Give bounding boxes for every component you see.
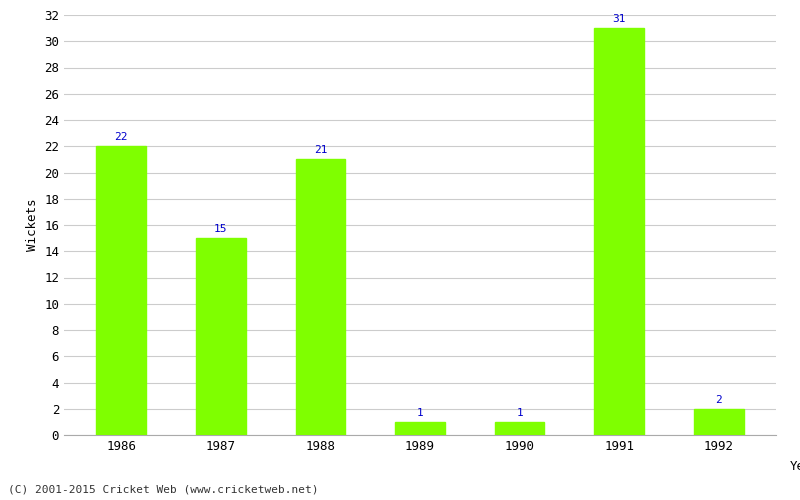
Text: 22: 22: [114, 132, 128, 142]
Bar: [196, 238, 246, 435]
Text: 15: 15: [214, 224, 227, 234]
Y-axis label: Wickets: Wickets: [26, 198, 38, 251]
Bar: [295, 160, 346, 435]
Bar: [494, 422, 545, 435]
Text: 1: 1: [516, 408, 523, 418]
X-axis label: Year: Year: [790, 460, 800, 473]
Text: 1: 1: [417, 408, 423, 418]
Text: 31: 31: [613, 14, 626, 24]
Text: (C) 2001-2015 Cricket Web (www.cricketweb.net): (C) 2001-2015 Cricket Web (www.cricketwe…: [8, 485, 318, 495]
Bar: [395, 422, 445, 435]
Text: 2: 2: [715, 395, 722, 405]
Bar: [594, 28, 644, 435]
Bar: [694, 409, 744, 435]
Text: 21: 21: [314, 146, 327, 156]
Bar: [96, 146, 146, 435]
